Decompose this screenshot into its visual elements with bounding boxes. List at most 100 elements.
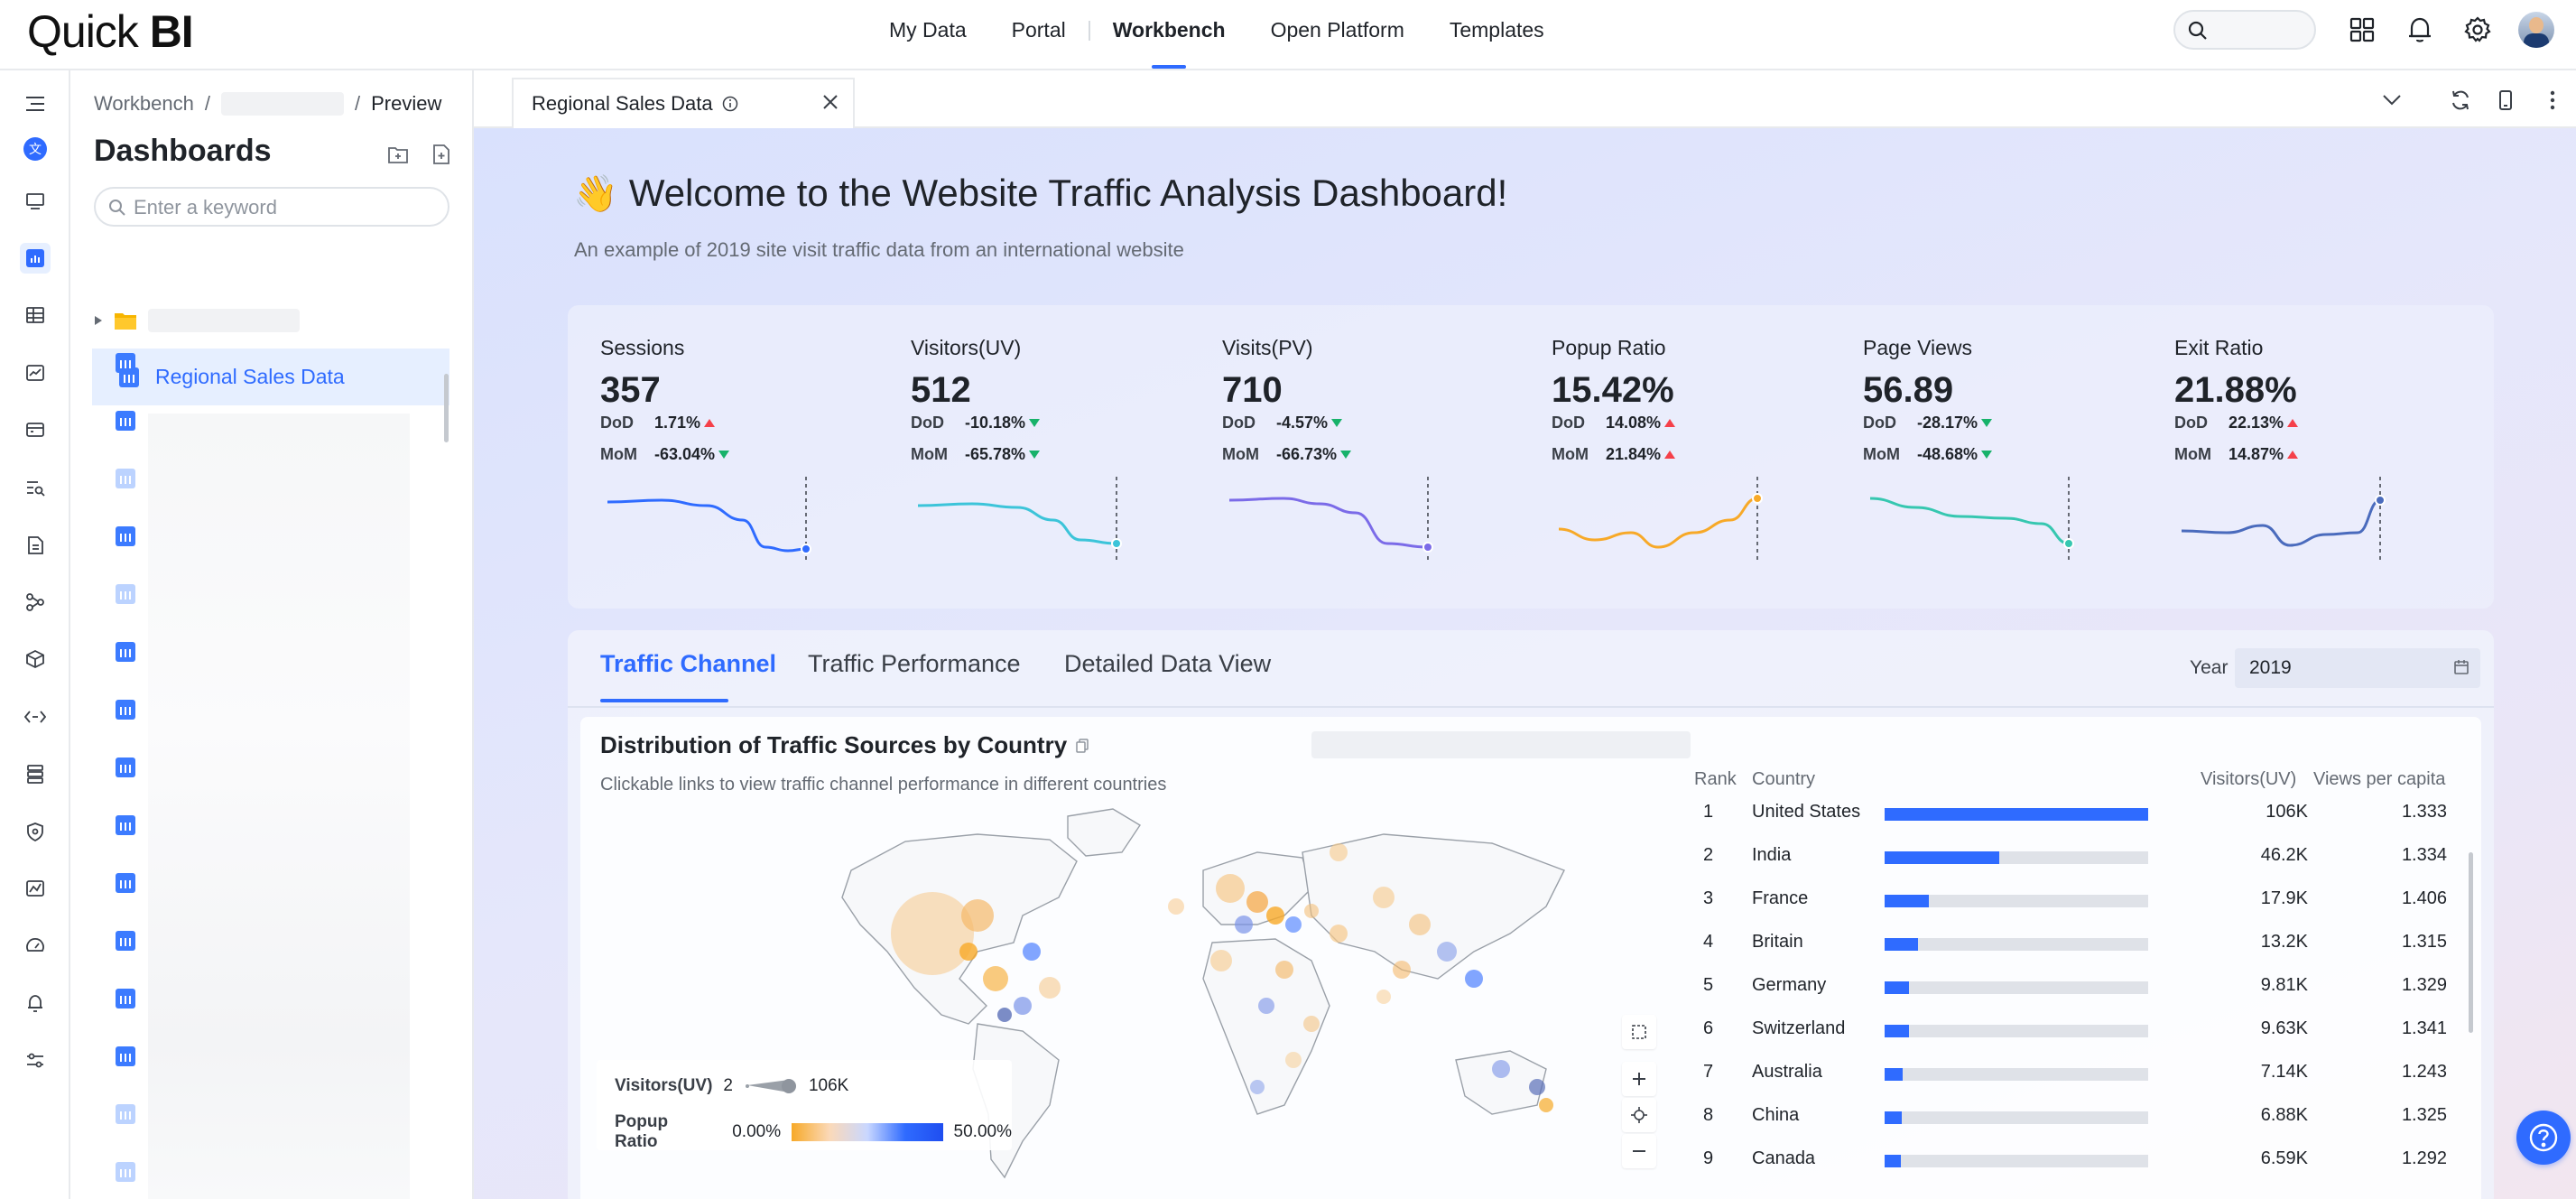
table-row[interactable]: 4 Britain 13.2K 1.315 — [1694, 923, 2458, 966]
map-bubble[interactable] — [1285, 1052, 1302, 1068]
table-icon[interactable] — [20, 300, 51, 330]
tab-traffic-channel[interactable]: Traffic Channel — [600, 650, 777, 677]
map-bubble[interactable] — [1330, 843, 1348, 861]
screen-icon[interactable] — [20, 414, 51, 445]
tab-regional-sales-data[interactable]: Regional Sales Data — [512, 78, 855, 128]
table-row[interactable]: 3 France 17.9K 1.406 — [1694, 879, 2458, 923]
table-scrollbar[interactable] — [2469, 852, 2473, 1033]
cell-country[interactable]: United States — [1752, 802, 1861, 822]
sparkline-endpoint[interactable] — [1422, 542, 1433, 553]
map-bubble[interactable] — [1465, 970, 1483, 988]
map-bubble[interactable] — [1529, 1079, 1545, 1095]
copy-icon[interactable] — [1076, 738, 1089, 753]
caret-right-icon[interactable] — [94, 315, 103, 326]
map-bubble[interactable] — [1275, 961, 1293, 979]
report-icon[interactable] — [20, 358, 51, 388]
collapse-menu-icon[interactable] — [20, 88, 51, 119]
settings-sliders-icon[interactable] — [20, 1046, 51, 1076]
cell-country[interactable]: China — [1752, 1105, 1800, 1125]
help-button[interactable] — [2516, 1111, 2571, 1165]
locate-icon[interactable] — [1622, 1098, 1656, 1132]
table-row[interactable]: 2 India 46.2K 1.334 — [1694, 836, 2458, 879]
breadcrumb-workbench[interactable]: Workbench — [94, 92, 194, 115]
map-bubble[interactable] — [1023, 943, 1041, 961]
africa-shape[interactable] — [1202, 938, 1330, 1115]
table-row[interactable]: 7 Australia 7.14K 1.243 — [1694, 1053, 2458, 1096]
zoom-in-icon[interactable] — [1622, 1062, 1656, 1096]
cell-country[interactable]: Britain — [1752, 932, 1803, 952]
panel-scrollbar[interactable] — [444, 374, 449, 442]
map-bubble[interactable] — [1330, 925, 1348, 943]
keyword-input[interactable] — [134, 196, 431, 219]
map-bubble[interactable] — [1168, 898, 1184, 915]
mobile-icon[interactable] — [2492, 87, 2519, 114]
map-bubble[interactable] — [1437, 942, 1457, 962]
gear-icon[interactable] — [2462, 14, 2493, 45]
breadcrumb-folder[interactable] — [221, 92, 344, 116]
refresh-icon[interactable] — [2447, 87, 2474, 114]
map-bubble[interactable] — [1235, 916, 1253, 934]
map-bubble[interactable] — [1258, 998, 1274, 1014]
global-search[interactable] — [2173, 10, 2316, 50]
box-select-icon[interactable] — [1622, 1015, 1656, 1049]
info-icon[interactable] — [722, 96, 738, 112]
map-bubble[interactable] — [1216, 874, 1245, 903]
nav-open-platform[interactable]: Open Platform — [1270, 18, 1404, 42]
speedometer-icon[interactable] — [20, 931, 51, 962]
query-icon[interactable] — [20, 472, 51, 503]
table-row[interactable]: 9 Canada 6.59K 1.292 — [1694, 1139, 2458, 1183]
cell-country[interactable]: France — [1752, 888, 1809, 908]
map-bubble[interactable] — [1246, 891, 1268, 913]
bell-icon[interactable] — [2405, 14, 2435, 45]
monitor-icon[interactable] — [20, 186, 51, 217]
zoom-out-icon[interactable] — [1622, 1134, 1656, 1168]
document-icon[interactable] — [20, 530, 51, 561]
map-bubble[interactable] — [1210, 950, 1232, 971]
analytics-icon[interactable] — [20, 873, 51, 904]
calendar-icon[interactable] — [2453, 659, 2469, 675]
flow-icon[interactable] — [20, 587, 51, 618]
map-bubble[interactable] — [1285, 916, 1302, 933]
map-bubble[interactable] — [961, 899, 994, 932]
folder-row[interactable] — [94, 307, 329, 334]
apps-grid-icon[interactable] — [2347, 14, 2377, 45]
avatar[interactable] — [2518, 12, 2554, 48]
sparkline-endpoint[interactable] — [1752, 493, 1763, 504]
nav-my-data[interactable]: My Data — [889, 18, 967, 42]
chevron-down-icon[interactable] — [2378, 87, 2405, 114]
cell-country[interactable]: Canada — [1752, 1148, 1816, 1168]
more-icon[interactable] — [2539, 87, 2566, 114]
app-logo[interactable]: Quick BI — [27, 6, 194, 57]
new-folder-icon[interactable] — [386, 143, 410, 166]
cell-country[interactable]: Switzerland — [1752, 1018, 1846, 1038]
map-bubble[interactable] — [1266, 906, 1284, 925]
tab-traffic-performance[interactable]: Traffic Performance — [808, 650, 1021, 677]
shield-icon[interactable] — [20, 816, 51, 847]
map-bubble[interactable] — [1393, 961, 1411, 979]
map-bubble[interactable] — [1376, 990, 1391, 1004]
nav-portal[interactable]: Portal — [1011, 18, 1066, 42]
close-icon[interactable] — [820, 92, 840, 112]
cube-icon[interactable] — [20, 644, 51, 674]
map-bubble[interactable] — [983, 966, 1008, 991]
keyword-search[interactable] — [94, 187, 449, 227]
table-row[interactable]: 6 Switzerland 9.63K 1.341 — [1694, 1009, 2458, 1053]
map-bubble[interactable] — [1303, 1016, 1320, 1032]
nav-templates[interactable]: Templates — [1449, 18, 1544, 42]
greenland-shape[interactable] — [1067, 808, 1141, 857]
embed-code-icon[interactable] — [20, 702, 51, 732]
sparkline-endpoint[interactable] — [2375, 495, 2386, 506]
year-picker[interactable]: 2019 — [2235, 648, 2480, 688]
table-row[interactable]: 1 United States 106K 1.333 — [1694, 793, 2458, 836]
workspace-icon[interactable]: 文 — [20, 134, 51, 164]
table-row[interactable]: 5 Germany 9.81K 1.329 — [1694, 966, 2458, 1009]
map-bubble[interactable] — [1250, 1080, 1265, 1094]
map-bubble[interactable] — [1492, 1060, 1510, 1078]
sparkline-endpoint[interactable] — [801, 544, 811, 554]
sparkline-endpoint[interactable] — [2063, 538, 2074, 549]
tab-detailed-data-view[interactable]: Detailed Data View — [1064, 650, 1272, 677]
nav-workbench[interactable]: Workbench — [1090, 0, 1248, 70]
map-bubble[interactable] — [1373, 887, 1395, 908]
map-bubble[interactable] — [997, 1008, 1012, 1022]
cell-country[interactable]: Germany — [1752, 975, 1827, 995]
